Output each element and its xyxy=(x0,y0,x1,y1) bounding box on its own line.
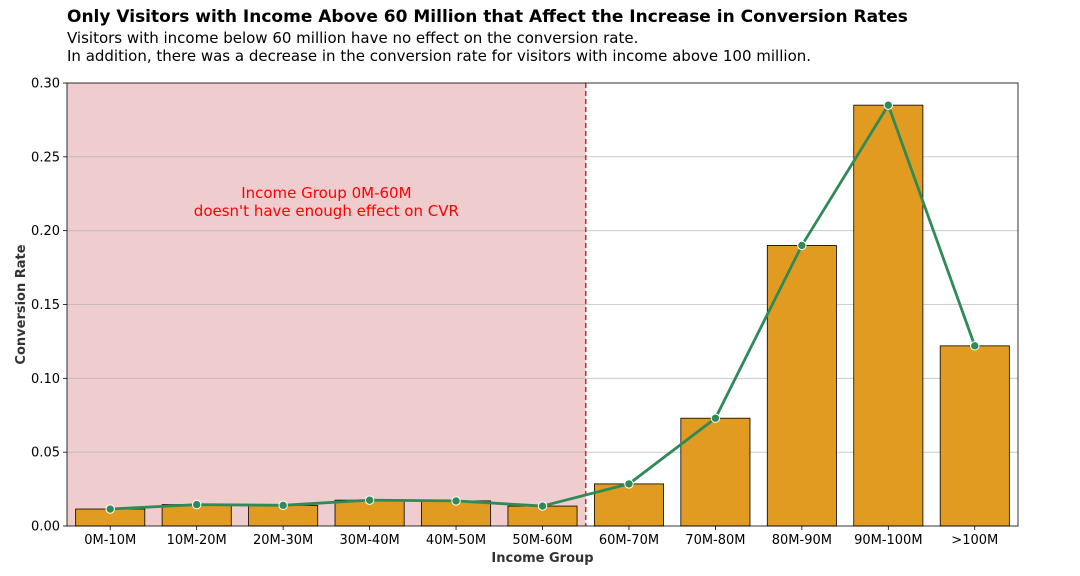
annotation-line-1: Income Group 0M-60M xyxy=(241,184,411,202)
annotation-line-2: doesn't have enough effect on CVR xyxy=(194,202,459,220)
bar->100M xyxy=(939,345,1010,527)
x-tick-label: 90M-100M xyxy=(854,533,922,548)
trend-point-30M-40M xyxy=(364,495,375,505)
y-tick-label: 0.05 xyxy=(31,446,60,461)
x-tick-label: 10M-20M xyxy=(167,533,227,548)
bar-80M-90M xyxy=(766,245,837,527)
x-tick-label: 20M-30M xyxy=(253,533,313,548)
x-axis-label: Income Group xyxy=(491,551,593,566)
trend-point-70M-80M xyxy=(710,413,721,423)
x-tick-label: 80M-90M xyxy=(772,533,832,548)
trend-point-20M-30M xyxy=(278,500,288,511)
y-tick-label: 0.25 xyxy=(31,150,60,165)
bar-90M-100M xyxy=(853,104,924,527)
annotation: Income Group 0M-60M doesn't have enough … xyxy=(194,184,459,220)
x-tick-label: 50M-60M xyxy=(512,533,572,548)
y-tick-label: 0.10 xyxy=(31,372,60,387)
x-tick-label: >100M xyxy=(951,533,998,548)
y-tick-label: 0.20 xyxy=(31,224,60,239)
bar-70M-80M xyxy=(680,417,751,527)
trend-point->100M xyxy=(970,341,980,351)
trend-point-40M-50M xyxy=(451,496,461,506)
y-tick-label: 0.30 xyxy=(31,77,60,92)
bars xyxy=(75,83,1010,527)
x-tick-label: 40M-50M xyxy=(426,533,486,548)
trend-point-50M-60M xyxy=(537,501,548,511)
axes: 0.00 0.05 0.10 0.15 0.20 0.25 0.30 0M-10M 10M-20… xyxy=(31,77,1019,548)
trend-line xyxy=(105,100,980,514)
x-tick-label: 60M-70M xyxy=(599,533,659,548)
chart-title: Only Visitors with Income Above 60 Milli… xyxy=(67,7,908,27)
chart-subtitle-line-1: Visitors with income below 60 million ha… xyxy=(67,29,639,47)
chart-subtitle-line-2: In addition, there was a decrease in the… xyxy=(67,47,812,65)
trend-point-80M-90M xyxy=(797,240,807,251)
plot-frame xyxy=(66,82,1019,527)
x-tick-label: 0M-10M xyxy=(84,533,136,548)
y-tick-label: 0.15 xyxy=(31,298,60,313)
trend-point-90M-100M xyxy=(883,100,894,110)
trend-point-10M-20M xyxy=(191,499,202,510)
y-tick-label: 0.00 xyxy=(31,520,60,535)
trend-point-0M-10M xyxy=(105,504,115,514)
x-tick-label: 70M-80M xyxy=(685,533,745,548)
y-axis-label: Conversion Rate xyxy=(14,244,29,364)
trend-point-60M-70M xyxy=(624,479,634,489)
x-tick-label: 30M-40M xyxy=(339,533,399,548)
